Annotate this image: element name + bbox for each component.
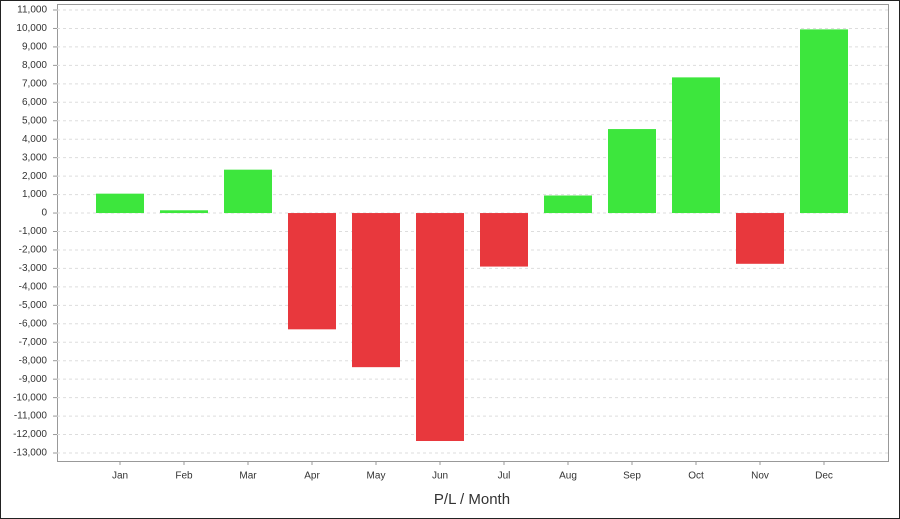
y-tick-label: 0: [41, 208, 47, 219]
y-tick-label: 8,000: [22, 60, 47, 71]
y-tick-label: -9,000: [19, 374, 48, 385]
bar: [96, 193, 144, 214]
y-tick-label: -10,000: [13, 392, 47, 403]
y-tick-label: -1,000: [19, 226, 48, 237]
y-tick-label: 10,000: [16, 23, 47, 34]
x-tick-label: Jun: [432, 471, 448, 482]
bar: [608, 129, 656, 214]
bar: [544, 195, 592, 214]
x-tick-label: Feb: [175, 471, 193, 482]
y-tick-label: -11,000: [14, 411, 48, 422]
y-tick-label: 5,000: [22, 115, 47, 126]
y-tick-label: -8,000: [19, 355, 48, 366]
y-tick-label: -5,000: [19, 300, 48, 311]
y-tick-label: 4,000: [22, 134, 47, 145]
bar: [224, 169, 272, 214]
y-tick-label: 1,000: [22, 189, 47, 200]
x-tick-label: May: [367, 471, 386, 482]
y-tick-label: -12,000: [13, 429, 47, 440]
y-tick-label: 11,000: [17, 5, 47, 16]
bar: [672, 77, 720, 214]
bar: [800, 29, 848, 214]
y-tick-label: 7,000: [22, 78, 47, 89]
y-tick-label: -7,000: [19, 337, 48, 348]
y-tick-label: -13,000: [13, 448, 47, 459]
y-tick-label: -3,000: [19, 263, 48, 274]
x-axis-title: P/L / Month: [434, 491, 510, 508]
y-tick-label: 2,000: [22, 171, 47, 182]
x-tick-label: Dec: [815, 471, 833, 482]
x-tick-label: Oct: [688, 471, 704, 482]
bar: [288, 213, 336, 330]
y-tick-label: 9,000: [22, 42, 47, 53]
x-tick-label: Sep: [623, 471, 641, 482]
bar: [352, 213, 400, 368]
bar: [480, 213, 528, 267]
y-tick-label: -4,000: [19, 282, 48, 293]
y-tick-label: 3,000: [22, 152, 47, 163]
y-tick-label: -6,000: [19, 318, 48, 329]
x-tick-label: Mar: [239, 471, 257, 482]
bar: [736, 213, 784, 264]
bar: [416, 213, 464, 442]
x-tick-label: Aug: [559, 471, 577, 482]
x-tick-label: Nov: [751, 471, 769, 482]
y-tick-label: 6,000: [22, 97, 47, 108]
plot-frame: [57, 4, 889, 462]
bar: [160, 210, 208, 214]
x-tick-label: Apr: [304, 471, 320, 482]
x-tick-label: Jul: [498, 471, 511, 482]
x-tick-label: Jan: [112, 471, 128, 482]
y-tick-label: -2,000: [19, 245, 48, 256]
